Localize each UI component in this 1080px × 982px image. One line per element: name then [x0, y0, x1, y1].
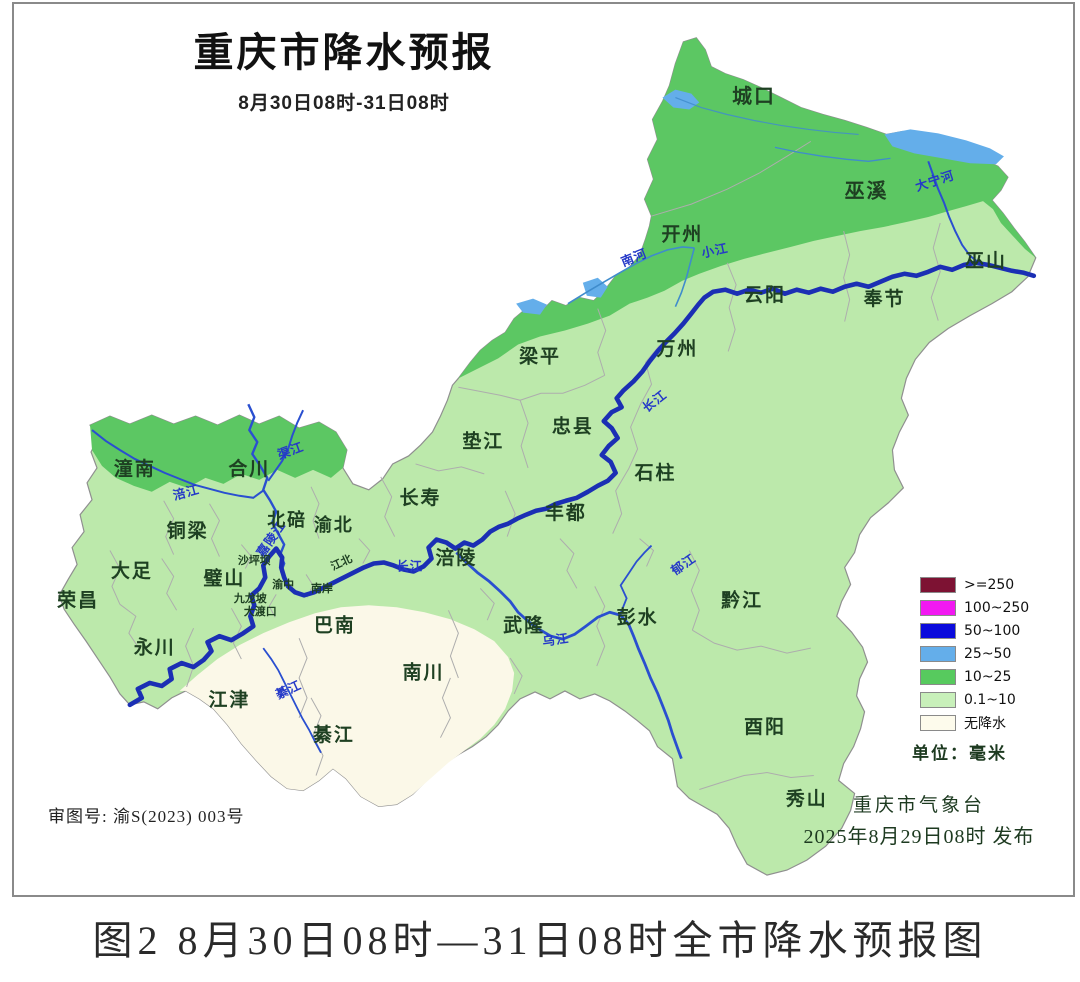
legend-label: 50~100 — [964, 622, 1021, 639]
district-label: 武隆 — [503, 614, 545, 637]
district-label: 巴南 — [314, 615, 356, 637]
legend-row: >=250 — [920, 576, 1080, 593]
legend-label: 10~25 — [964, 668, 1012, 685]
legend-row: 25~50 — [920, 645, 1080, 662]
publisher-issued-time: 2025年8月29日08时 发布 — [803, 826, 1035, 848]
yujiang-river-line — [619, 544, 653, 614]
district-label: 垫江 — [462, 430, 504, 452]
legend: >=250 100~250 50~100 25~50 10~25 0.1~10 无降水 单位… — [912, 576, 1080, 764]
district-label: 合川 — [228, 457, 270, 480]
chengkou-stream — [675, 97, 859, 136]
river-label: 涪江 — [171, 481, 201, 502]
qijiang-river-line — [262, 647, 322, 754]
legend-swatch — [920, 622, 956, 639]
legend-label: 100~250 — [964, 599, 1030, 616]
district-label: 渝北 — [314, 514, 354, 535]
district-label: 荣昌 — [56, 589, 99, 612]
district-label: 永川 — [133, 635, 176, 658]
legend-row: 100~250 — [920, 599, 1080, 616]
legend-swatch — [920, 576, 956, 593]
legend-row: 50~100 — [920, 622, 1080, 639]
figure-caption: 图2 8月30日08时—31日08时全市降水预报图 — [92, 918, 988, 963]
district-label: 酉阳 — [744, 716, 786, 738]
district-label: 綦江 — [312, 723, 355, 746]
district-label: 潼南 — [114, 457, 156, 480]
district-label: 沙坪坝 — [238, 553, 271, 567]
district-label: 北碚 — [267, 509, 307, 530]
district-label: 万州 — [656, 338, 699, 360]
legend-row: 10~25 — [920, 668, 1080, 685]
district-label: 南岸 — [311, 581, 333, 595]
title-block: 重庆市降水预报 8月30日08时-31日08时 — [124, 20, 564, 115]
district-label: 城口 — [732, 84, 776, 108]
rain-patch-25-50-wuxi-lake — [884, 129, 1004, 165]
legend-swatch — [920, 691, 956, 708]
district-label: 奉节 — [863, 287, 906, 310]
legend-row: 无降水 — [920, 714, 1080, 732]
district-label: 云阳 — [744, 284, 786, 306]
district-label: 涪陵 — [435, 546, 477, 569]
xiaojiang-river-line — [674, 247, 696, 307]
district-label: 彭水 — [617, 606, 659, 629]
district-label: 大足 — [111, 559, 153, 582]
fujiang-river-line — [91, 429, 265, 499]
legend-swatch — [920, 645, 956, 662]
district-label: 渝中 — [272, 577, 294, 591]
legend-unit-label: 单位：毫米 — [912, 744, 1007, 763]
legend-swatch — [920, 599, 956, 616]
map-review-number: 审图号: 渝S(2023) 003号 — [48, 807, 245, 826]
map-panel: 大宁河 南河 小江 长江 长江 嘉陵江 涪江 渠江 乌江 郁江 綦江 城口 巫溪 开州 巫山 云阳 奉节 梁平万… — [12, 2, 1075, 897]
river-label: 乌江 — [541, 630, 570, 649]
district-label: 梁平 — [518, 345, 561, 368]
legend-row: 0.1~10 — [920, 691, 1080, 708]
district-label: 巫山 — [965, 250, 1007, 272]
map-subtitle: 8月30日08时-31日08时 — [238, 93, 450, 114]
daning-river-upper-stream — [774, 146, 891, 162]
publisher-agency: 重庆市气象台 — [852, 795, 985, 816]
district-label: 巫溪 — [845, 179, 889, 203]
rain-patch-10-25-tongnan-hechuan — [90, 415, 347, 492]
river-label: 长江 — [396, 558, 423, 573]
district-label: 长寿 — [400, 486, 442, 509]
legend-label: 25~50 — [964, 645, 1012, 662]
map-title: 重庆市降水预报 — [193, 30, 495, 75]
district-label: 秀山 — [785, 788, 828, 810]
district-label: 石柱 — [634, 461, 677, 484]
qujiang-river-line — [267, 409, 304, 482]
district-label: 铜梁 — [167, 519, 209, 542]
legend-label: >=250 — [964, 576, 1015, 593]
precipitation-map: 大宁河南河 小江长江长江嘉陵江涪江渠江乌江郁江綦江 城口巫溪开州巫山云阳 奉节梁平万… — [56, 37, 1037, 876]
nanhe-river-line — [567, 246, 695, 305]
daning-river-line — [927, 160, 980, 264]
legend-items: >=250 100~250 50~100 25~50 10~25 0.1~10 无降水 — [920, 576, 1080, 732]
district-label: 南川 — [403, 661, 445, 683]
district-label: 璧山 — [204, 567, 246, 590]
district-label: 大渡口 — [244, 604, 277, 618]
district-label: 忠县 — [552, 415, 594, 437]
legend-label: 无降水 — [964, 715, 1006, 732]
publisher-block: 重庆市气象台 2025年8月29日08时 发布 — [754, 790, 1080, 849]
legend-swatch — [920, 668, 956, 685]
district-boundaries — [109, 140, 941, 790]
river-label: 小江 — [699, 240, 729, 260]
yangtze-river-line — [127, 260, 1037, 708]
wujiang-river-line — [455, 551, 683, 760]
legend-swatch — [920, 714, 956, 731]
district-label: 黔江 — [721, 589, 763, 612]
district-label: 丰都 — [545, 501, 587, 524]
district-label: 九龙坡 — [233, 591, 267, 605]
district-label: 江津 — [209, 688, 251, 711]
no-rain-region-southwest — [179, 605, 515, 807]
district-label: 开州 — [661, 223, 703, 245]
rain-patch-25-50-liangping — [516, 298, 547, 315]
legend-label: 0.1~10 — [964, 691, 1016, 708]
